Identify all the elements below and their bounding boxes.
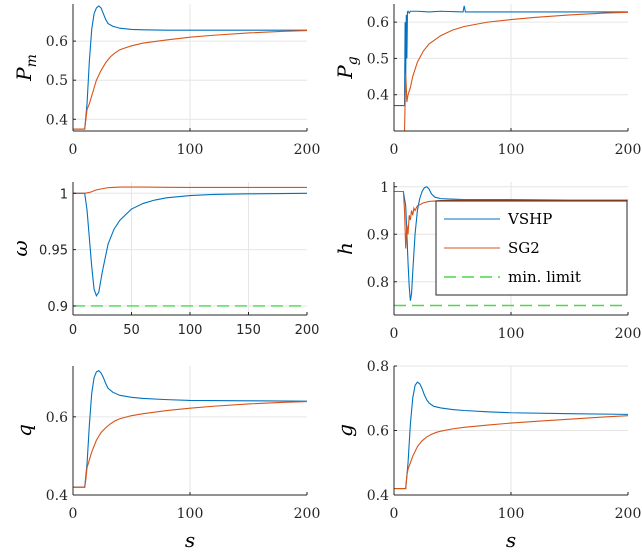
x-tick-label: 0 [69, 142, 78, 158]
y-tick-label: 0.5 [46, 73, 68, 89]
series-line-sg2 [394, 11, 628, 131]
x-tick-label: 100 [498, 506, 525, 522]
x-tick-label: 200 [294, 142, 321, 158]
y-axis-label-main: q [12, 424, 36, 437]
y-tick-label: 0.6 [46, 34, 68, 50]
y-tick-label: 0.4 [46, 112, 68, 128]
y-axis-label: Pg [333, 56, 361, 79]
panel-Pm: 0 100 200 0.4 0.5 0.6 Pm [12, 4, 320, 158]
x-tick-label: 50 [123, 323, 140, 338]
x-tick-label: 0 [390, 142, 399, 158]
series-line-sg2 [394, 190, 628, 249]
x-tick-label: 150 [236, 323, 261, 338]
y-axis-label-subscript: g [345, 56, 361, 65]
y-axis-label-main: g [333, 424, 357, 437]
panel-omega: 0 50 100 150 200 0.9 0.95 1 ω [8, 182, 319, 338]
y-axis-label: ω [8, 240, 32, 256]
panel-g: 0 100 200 0.4 0.6 0.8 g s [333, 359, 641, 552]
y-tick-label: 0.4 [46, 488, 68, 504]
y-axis-label-main: ω [8, 240, 32, 256]
y-tick-label: 0.6 [46, 410, 68, 426]
x-axis-label: s [506, 528, 516, 552]
x-tick-label: 200 [295, 323, 320, 338]
legend-label: min. limit [508, 268, 581, 286]
panel-Pg: 0 100 200 0.4 0.5 0.6 Pg [333, 4, 641, 158]
y-axis-label-subscript: m [24, 54, 40, 67]
y-axis-label: g [333, 424, 357, 437]
x-axis-label: s [185, 528, 195, 552]
x-tick-label: 0 [69, 506, 78, 522]
series-line-vshp [394, 381, 628, 490]
y-tick-label: 1 [60, 187, 68, 202]
y-tick-label: 0.6 [367, 15, 389, 31]
series-line-sg2 [73, 401, 307, 488]
x-tick-label: 200 [294, 506, 321, 522]
x-tick-label: 200 [615, 506, 642, 522]
y-tick-label: 0.9 [367, 227, 389, 243]
y-axis-label-main: P [12, 67, 36, 82]
y-tick-label: 0.4 [367, 488, 389, 504]
x-tick-label: 200 [615, 142, 642, 158]
x-tick-label: 200 [615, 326, 642, 342]
x-tick-label: 100 [177, 506, 204, 522]
series-line-vshp [73, 192, 307, 298]
x-tick-label: 0 [390, 506, 399, 522]
legend-label: SG2 [508, 239, 540, 257]
x-tick-label: 100 [178, 323, 203, 338]
y-axis-label: Pm [12, 54, 40, 82]
series-line-vshp [394, 5, 628, 107]
y-axis-label: q [12, 424, 36, 437]
series-line-sg2 [394, 415, 628, 490]
series-line-vshp [73, 5, 307, 130]
x-tick-label: 100 [498, 326, 525, 342]
x-tick-label: 100 [498, 142, 525, 158]
y-tick-label: 0.8 [367, 359, 389, 375]
y-tick-label: 0.8 [367, 275, 389, 291]
y-tick-label: 0.9 [47, 300, 68, 315]
x-tick-label: 0 [69, 323, 77, 338]
panel-q: 0 100 200 0.4 0.6 q s [12, 366, 320, 552]
series-line-vshp [73, 370, 307, 488]
y-tick-label: 0.4 [367, 88, 389, 104]
legend: VSHP SG2 min. limit [435, 200, 628, 296]
y-axis-label-main: P [333, 65, 357, 80]
legend-label: VSHP [507, 210, 552, 228]
series-line-sg2 [73, 30, 307, 130]
x-tick-label: 0 [390, 326, 399, 342]
y-axis-label: h [333, 242, 357, 255]
series-line-vshp [394, 186, 628, 301]
series-line-sg2 [73, 186, 307, 194]
x-tick-label: 100 [177, 142, 204, 158]
y-tick-label: 1 [380, 180, 389, 196]
y-tick-label: 0.5 [367, 51, 389, 67]
y-tick-label: 0.95 [39, 244, 68, 259]
y-axis-label-main: h [333, 242, 357, 255]
y-tick-label: 0.6 [367, 424, 389, 440]
